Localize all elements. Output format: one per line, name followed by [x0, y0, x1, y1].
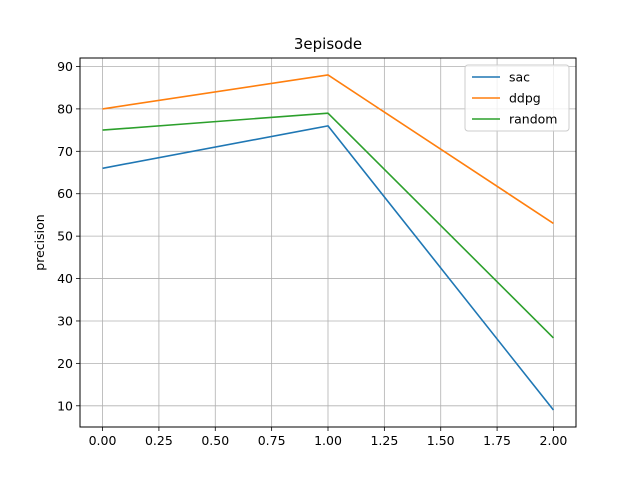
series-line-ddpg — [102, 74, 554, 225]
y-tick-label: 80 — [57, 101, 73, 116]
x-tick-label: 1.25 — [370, 433, 398, 448]
series-line-sac — [102, 125, 555, 411]
x-tick-label: 0.25 — [145, 433, 173, 448]
legend-box — [464, 64, 570, 132]
axis-ticks: 0.00 0.25 0.50 0.75 1.00 1.25 1.50 1.75 2.00 10 20… — [57, 59, 567, 448]
y-tick-label: 30 — [57, 313, 73, 328]
chart-title: 3episode — [294, 35, 362, 53]
legend: sac ddpg random — [464, 64, 570, 132]
y-axis-label: precision — [32, 214, 47, 270]
y-tick-label: 60 — [57, 186, 73, 201]
y-tick-label: 40 — [57, 271, 73, 286]
x-tick-label: 1.00 — [314, 433, 342, 448]
series-lines — [102, 74, 555, 411]
y-tick-label: 20 — [57, 356, 73, 371]
x-tick-label: 0.50 — [201, 433, 229, 448]
legend-label-random: random — [509, 112, 557, 127]
legend-label-sac: sac — [509, 70, 530, 85]
x-tick-label: 0.75 — [258, 433, 286, 448]
y-tick-label: 90 — [57, 59, 73, 74]
y-tick-label: 10 — [57, 398, 73, 413]
y-tick-label: 50 — [57, 229, 73, 244]
x-tick-label: 1.50 — [427, 433, 455, 448]
x-tick-label: 2.00 — [540, 433, 568, 448]
series-line-random — [102, 112, 555, 339]
x-tick-label: 0.00 — [89, 433, 117, 448]
x-tick-label: 1.75 — [483, 433, 511, 448]
legend-label-ddpg: ddpg — [509, 91, 541, 106]
y-tick-label: 70 — [57, 144, 73, 159]
